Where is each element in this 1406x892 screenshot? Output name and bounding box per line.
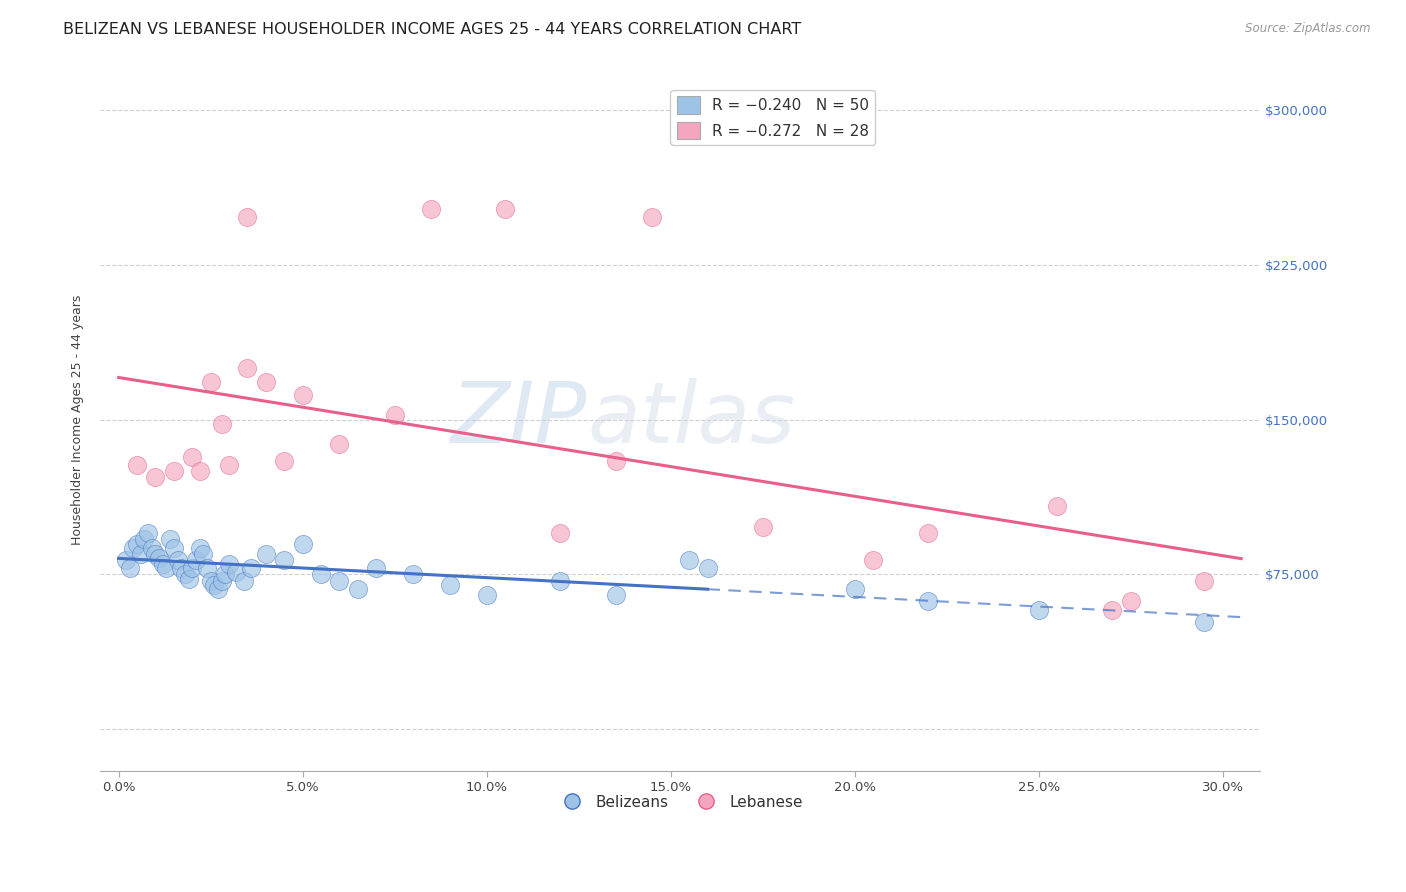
Point [494, 202, 516, 216]
Point [193, 547, 215, 561]
Point [159, 533, 181, 547]
Point [163, 541, 186, 555]
Point [145, 470, 167, 484]
Point [420, 202, 443, 216]
Point [1046, 500, 1069, 514]
Point [148, 551, 170, 566]
Point [218, 557, 240, 571]
Point [170, 561, 193, 575]
Point [328, 574, 350, 588]
Point [181, 561, 204, 575]
Point [328, 437, 350, 451]
Point [1101, 602, 1123, 616]
Point [384, 409, 406, 423]
Point [173, 567, 195, 582]
Point [200, 376, 222, 390]
Point [177, 572, 200, 586]
Text: ZIP: ZIP [451, 378, 588, 461]
Point [134, 533, 156, 547]
Point [236, 361, 259, 376]
Point [254, 547, 277, 561]
Point [1119, 594, 1142, 608]
Point [118, 561, 141, 575]
Point [214, 567, 236, 582]
Text: Source: ZipAtlas.com: Source: ZipAtlas.com [1246, 22, 1371, 36]
Point [115, 553, 138, 567]
Point [184, 553, 207, 567]
Point [696, 561, 718, 575]
Point [605, 588, 627, 602]
Point [254, 376, 277, 390]
Text: BELIZEAN VS LEBANESE HOUSEHOLDER INCOME AGES 25 - 44 YEARS CORRELATION CHART: BELIZEAN VS LEBANESE HOUSEHOLDER INCOME … [63, 22, 801, 37]
Point [155, 561, 177, 575]
Point [211, 574, 233, 588]
Point [207, 582, 229, 596]
Point [236, 211, 259, 225]
Point [232, 574, 254, 588]
Point [347, 582, 370, 596]
Point [166, 553, 188, 567]
Point [1194, 574, 1216, 588]
Point [202, 578, 225, 592]
Point [1194, 615, 1216, 629]
Point [550, 526, 572, 541]
Legend: Belizeans, Lebanese: Belizeans, Lebanese [551, 789, 808, 815]
Point [751, 520, 773, 534]
Point [291, 536, 314, 550]
Point [844, 582, 866, 596]
Point [366, 561, 388, 575]
Point [141, 541, 163, 555]
Point [163, 464, 186, 478]
Point [917, 526, 939, 541]
Point [1028, 602, 1050, 616]
Point [125, 536, 148, 550]
Point [917, 594, 939, 608]
Point [439, 578, 461, 592]
Point [475, 588, 498, 602]
Point [309, 567, 332, 582]
Text: atlas: atlas [588, 378, 796, 461]
Point [181, 450, 204, 464]
Point [273, 454, 295, 468]
Point [291, 388, 314, 402]
Point [136, 526, 159, 541]
Point [240, 561, 263, 575]
Point [129, 547, 152, 561]
Point [122, 541, 145, 555]
Point [195, 561, 218, 575]
Point [211, 417, 233, 431]
Point [218, 458, 240, 472]
Point [125, 458, 148, 472]
Point [641, 211, 664, 225]
Point [605, 454, 627, 468]
Point [200, 574, 222, 588]
Point [550, 574, 572, 588]
Y-axis label: Householder Income Ages 25 - 44 years: Householder Income Ages 25 - 44 years [72, 294, 84, 545]
Point [273, 553, 295, 567]
Point [152, 557, 174, 571]
Point [188, 541, 211, 555]
Point [145, 547, 167, 561]
Point [862, 553, 884, 567]
Point [188, 464, 211, 478]
Point [225, 566, 247, 580]
Point [402, 567, 425, 582]
Point [678, 553, 700, 567]
